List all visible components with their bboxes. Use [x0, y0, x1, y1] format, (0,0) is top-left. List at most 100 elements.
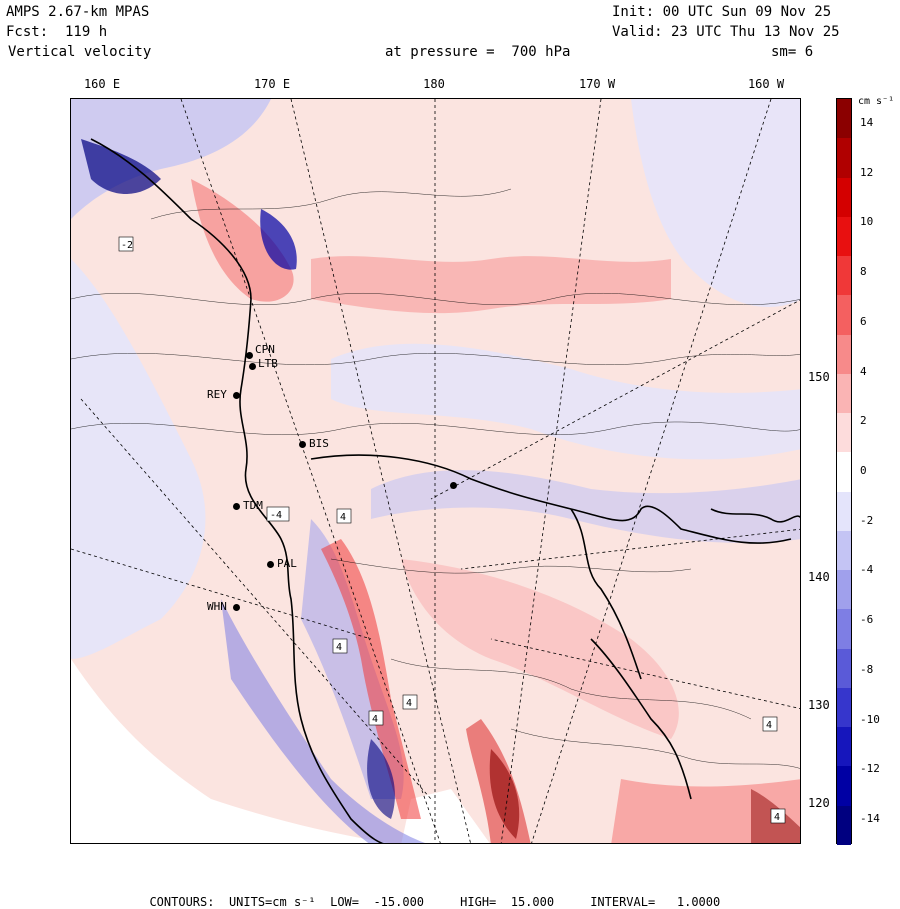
extrema-box: 4: [332, 638, 348, 654]
lon-label: 160 W: [747, 77, 785, 91]
extrema-label: 4: [406, 698, 412, 709]
valid-time: Valid: 23 UTC Thu 13 Nov 25: [612, 24, 840, 40]
colorbar-segment: [837, 766, 851, 807]
station-dot: [299, 441, 306, 448]
meridian-line: [80, 398, 432, 800]
extrema-box: 4: [762, 716, 778, 732]
extrema-labels: 4 4 -2 -4 4 4 4 4: [118, 236, 786, 824]
station-label: WHN: [207, 600, 227, 613]
colorbar-segment: [837, 334, 851, 375]
colorbar-tick-label: 0: [860, 464, 867, 477]
colorbar-segment: [837, 727, 851, 767]
meridian-line: [490, 638, 800, 709]
station-dot: [450, 482, 457, 489]
coastline: [90, 138, 800, 843]
downward-region: [71, 99, 271, 219]
colorbar-tick-label: 6: [860, 314, 867, 328]
lon-label: 170 E: [253, 77, 291, 91]
meridian-line: [531, 99, 772, 843]
colorbar-segment: [837, 570, 851, 610]
station-label: PAL: [277, 557, 297, 570]
contour-line: [390, 658, 752, 720]
station-label: BIS: [309, 437, 329, 450]
strong-upward-cell: [489, 749, 520, 839]
downward-region: [371, 470, 800, 543]
colorbar-tick-label: 10: [860, 215, 874, 229]
interval-value: INTERVAL= 1.0000: [590, 895, 721, 909]
smoothing: sm= 6: [771, 44, 814, 60]
map-panel: 4 4 -2 -4 4 4 4 4 CPN LTB REY BIS TDM PA…: [70, 98, 801, 844]
station-label: TDM: [243, 499, 263, 512]
station-dot: [246, 352, 253, 359]
extrema-box: 4: [402, 694, 418, 710]
colorbar-segment: [837, 373, 851, 414]
colorbar-segment: [837, 530, 851, 571]
weak-downward-region: [71, 259, 206, 659]
colorbar-tick-label: 4: [860, 364, 867, 378]
colorbar-segment: [837, 177, 851, 218]
contours-label: CONTOURS:: [149, 895, 215, 909]
station-label: REY: [207, 388, 227, 401]
meridian-line: [430, 299, 800, 500]
strong-downward-cell: [81, 139, 161, 194]
coastline-path: [90, 138, 384, 843]
colorbar-units: cm s⁻¹: [858, 96, 895, 107]
downward-region: [221, 599, 426, 843]
colorbar-segment: [837, 138, 851, 178]
colorbar-tick-label: -8: [860, 662, 874, 676]
strong-downward-cell: [260, 209, 297, 270]
lon-label: 160 E: [83, 77, 121, 91]
colorbar-tick-label: 8: [860, 265, 867, 279]
contours: [71, 188, 800, 769]
extrema-box: 4: [770, 808, 786, 824]
model-title: AMPS 2.67-km MPAS: [6, 4, 150, 20]
units-label: UNITS=cm s⁻¹: [228, 895, 316, 909]
strong-downward-cell: [367, 739, 395, 819]
extrema-label: -4: [270, 510, 282, 521]
upward-region: [401, 559, 679, 739]
grounding-line: [570, 508, 642, 680]
colorbar-tick-label: -2: [860, 513, 874, 527]
station-dot: [267, 561, 274, 568]
colorbar-tick-label: -12: [860, 762, 880, 776]
field-name: Vertical velocity: [8, 44, 152, 60]
upward-region: [321, 539, 421, 819]
grounding-line: [590, 638, 692, 800]
station-dot: [233, 503, 240, 510]
colorbar-segment: [837, 99, 851, 139]
colorbar-tick-label: -4: [860, 563, 874, 577]
contour-info: CONTOURS: UNITS=cm s⁻¹ LOW= -15.000 HIGH…: [135, 881, 720, 909]
weak-downward-region: [331, 343, 800, 460]
station-dot: [249, 363, 256, 370]
extrema-box: 4: [336, 508, 352, 524]
colorbar-segment: [837, 648, 851, 689]
extrema-box: -2: [118, 236, 134, 252]
extrema-label: 4: [336, 642, 342, 653]
colorbar: [836, 98, 852, 846]
graticule: [71, 99, 800, 843]
low-value: LOW= -15.000: [330, 895, 425, 909]
colorbar-segment: [837, 216, 851, 257]
colorbar-segment: [837, 491, 851, 532]
vertical-velocity-map: 4 4 -2 -4 4 4 4 4: [71, 99, 800, 843]
extrema-label: -2: [121, 240, 133, 251]
colorbar-tick-label: -14: [860, 812, 880, 826]
station-label: CPN: [255, 343, 275, 356]
colorbar-tick-label: 12: [860, 165, 874, 179]
colorbar-segment: [837, 687, 851, 728]
extrema-label: 4: [372, 714, 378, 725]
extrema-label: 4: [340, 512, 346, 523]
station-dot: [233, 392, 240, 399]
meridian-line: [290, 99, 471, 843]
no-data-region: [71, 659, 389, 843]
lon-label: 170 W: [578, 77, 616, 91]
colorbar-segment: [837, 805, 851, 846]
colorbar-segment: [837, 452, 851, 493]
meridian-line: [71, 548, 372, 640]
extrema-box: 4: [368, 710, 384, 726]
contour-line: [71, 293, 800, 305]
contour-line: [71, 421, 800, 435]
colorbar-segment: [837, 295, 851, 336]
forecast-hour: Fcst: 119 h: [6, 24, 108, 40]
colorbar-tick-label: -6: [860, 613, 874, 627]
